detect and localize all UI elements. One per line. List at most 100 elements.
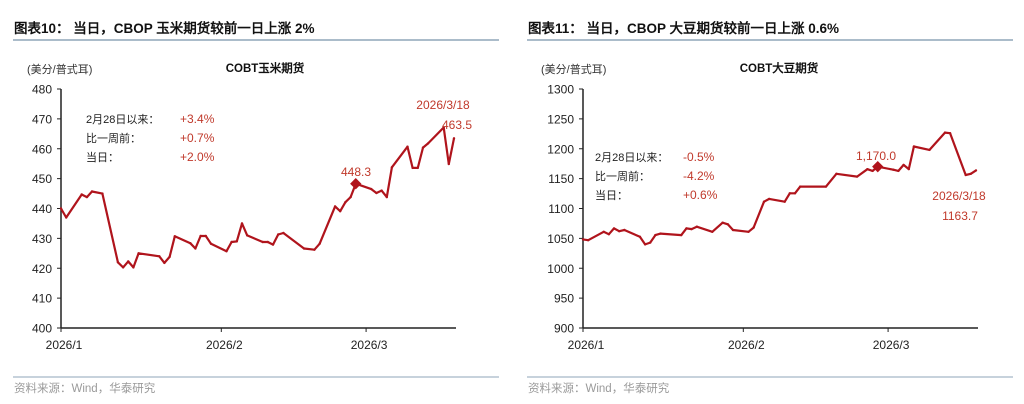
corn-futures-panel: 图表10： 当日，CBOP 玉米期货较前一日上涨 2% (美分/普式耳) COB…	[13, 20, 499, 395]
data-point	[90, 190, 94, 193]
series-marks	[581, 131, 978, 246]
data-point	[127, 260, 130, 263]
data-point	[452, 137, 456, 140]
data-point	[602, 230, 605, 233]
data-point	[168, 255, 171, 259]
data-point	[85, 195, 89, 199]
data-point	[380, 189, 383, 192]
data-point	[235, 240, 238, 243]
y-tick-label: 400	[32, 322, 52, 336]
data-point	[907, 167, 910, 171]
y-tick-label: 1300	[547, 83, 574, 97]
source-note: 资料来源：Wind，华泰研究	[528, 381, 670, 395]
data-point	[943, 131, 947, 134]
x-tick-label: 2026/2	[206, 338, 243, 352]
data-point	[116, 261, 120, 264]
data-point	[654, 233, 657, 237]
x-tick-label: 2026/3	[351, 338, 388, 352]
data-point	[230, 240, 233, 244]
stat-label: 比一周前：	[595, 169, 650, 183]
chart-title: COBT大豆期货	[740, 61, 819, 75]
data-point	[912, 145, 916, 148]
data-point	[623, 228, 626, 232]
data-point	[731, 228, 735, 232]
data-point	[59, 207, 63, 210]
data-point	[137, 252, 140, 255]
axes: 900 950 1000 1050 1100 1150 1200 1250 1300 2026/1…	[547, 83, 978, 352]
y-tick-label: 950	[554, 292, 574, 306]
y-tick-label: 410	[32, 292, 52, 306]
stat-label: 当日：	[86, 150, 119, 164]
data-point	[246, 234, 249, 237]
y-tick-label: 1200	[547, 142, 574, 156]
series-line	[582, 131, 977, 246]
data-point	[344, 201, 347, 204]
data-point	[824, 185, 828, 188]
data-point	[762, 200, 766, 203]
data-point	[80, 193, 83, 196]
stat-value: +2.0%	[180, 150, 215, 164]
data-point	[132, 266, 135, 269]
highlight-marker	[872, 161, 884, 173]
data-point	[680, 233, 683, 237]
y-tick-label: 1000	[547, 262, 574, 276]
data-point	[892, 168, 895, 171]
data-point	[173, 235, 176, 238]
data-point	[158, 255, 161, 258]
y-tick-label: 1100	[548, 202, 574, 216]
y-tick-label: 480	[32, 83, 52, 97]
x-tick-label: 2026/2	[728, 338, 765, 352]
stat-value: +0.6%	[683, 188, 718, 202]
data-point	[964, 173, 967, 177]
stat-label: 比一周前：	[86, 131, 141, 145]
data-point	[101, 192, 104, 195]
data-point	[163, 261, 166, 265]
data-point	[788, 192, 791, 195]
data-point	[209, 242, 213, 245]
data-point	[416, 166, 419, 170]
y-axis-unit: (美分/普式耳)	[541, 62, 606, 76]
data-point	[581, 238, 585, 241]
marker-label: 1,170.0	[856, 149, 896, 163]
x-tick-label: 2026/1	[46, 338, 83, 352]
data-point	[339, 210, 342, 213]
data-point	[385, 195, 388, 199]
data-point	[612, 227, 616, 230]
data-point	[835, 172, 838, 175]
data-point	[318, 242, 321, 245]
data-point	[121, 266, 125, 269]
data-point	[225, 250, 228, 253]
data-point	[447, 162, 450, 166]
series-marks	[59, 126, 456, 269]
y-tick-label: 420	[32, 262, 52, 276]
data-point	[948, 132, 952, 135]
end-date-label: 2026/3/18	[932, 189, 986, 203]
end-value-label: 1163.7	[942, 209, 978, 223]
data-point	[240, 222, 244, 225]
stat-value: +0.7%	[180, 131, 215, 145]
source-note: 资料来源：Wind，华泰研究	[14, 381, 156, 395]
data-point	[695, 225, 698, 228]
data-point	[643, 243, 647, 246]
data-point	[969, 172, 972, 175]
marker-label: 448.3	[341, 165, 371, 179]
data-point	[752, 226, 755, 229]
data-point	[406, 145, 409, 148]
data-point	[928, 148, 931, 152]
data-point	[685, 227, 688, 230]
data-point	[333, 205, 337, 208]
data-point	[302, 247, 306, 250]
data-point	[411, 166, 414, 170]
y-axis-unit: (美分/普式耳)	[27, 62, 92, 76]
data-point	[282, 231, 285, 235]
figure-title: 图表10： 当日，CBOP 玉米期货较前一日上涨 2%	[14, 20, 315, 36]
series-line	[60, 126, 456, 269]
data-point	[313, 248, 316, 251]
x-tick-label: 2026/3	[873, 338, 910, 352]
data-point	[855, 175, 859, 178]
data-point	[271, 243, 275, 246]
data-point	[726, 223, 729, 226]
stat-value: -4.2%	[683, 169, 715, 183]
highlight-marker	[350, 178, 362, 190]
soybean-futures-panel: 图表11： 当日，CBOP 大豆期货较前一日上涨 0.6% (美分/普式耳) C…	[527, 20, 1013, 395]
